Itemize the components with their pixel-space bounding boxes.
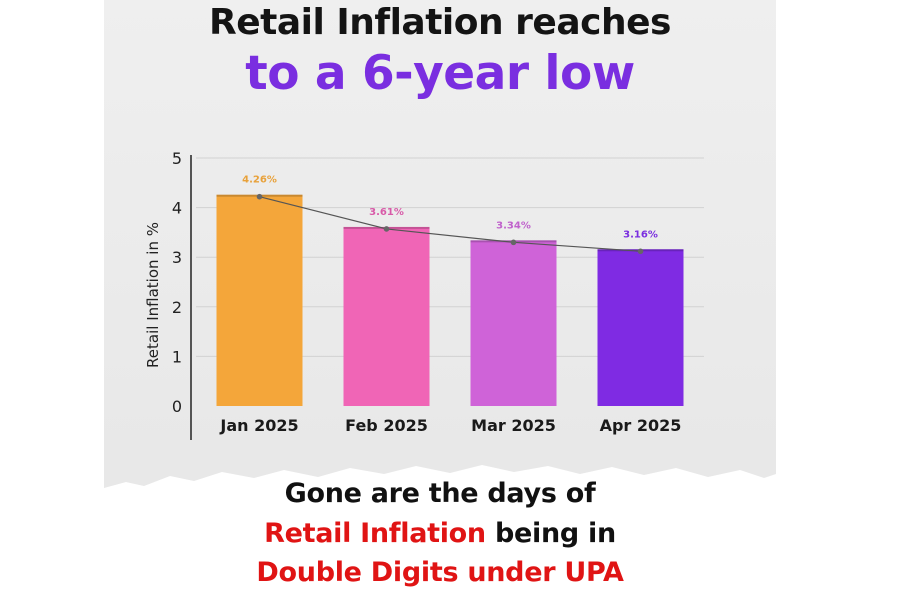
data-label: 3.34% xyxy=(496,220,531,231)
data-label: 3.61% xyxy=(369,207,404,218)
x-tick-label: Mar 2025 xyxy=(471,416,556,435)
caption-line-1: Gone are the days of xyxy=(104,478,776,509)
y-tick-labels: 0 1 2 3 4 5 xyxy=(172,149,182,416)
y-axis-label: Retail Inflation in % xyxy=(144,222,162,368)
trend-line xyxy=(256,193,644,255)
caption-line-3-text: Double Digits under UPA xyxy=(256,557,624,588)
y-tick-label: 5 xyxy=(172,149,182,168)
poster: Retail Inflation reaches to a 6-year low… xyxy=(104,0,776,600)
bar xyxy=(597,249,684,406)
caption-line-2: Retail Inflation being in xyxy=(104,518,776,549)
bar xyxy=(470,240,557,406)
x-tick-label: Jan 2025 xyxy=(219,416,298,435)
data-labels: 4.26% 3.61% 3.34% 3.16% xyxy=(242,175,658,241)
y-tick-label: 2 xyxy=(172,298,182,317)
caption-highlight: Retail Inflation xyxy=(264,518,486,549)
y-tick-label: 0 xyxy=(172,397,182,416)
y-tick-label: 3 xyxy=(172,248,182,267)
x-tick-label: Feb 2025 xyxy=(345,416,428,435)
torn-paper-background xyxy=(104,465,776,600)
trend-point xyxy=(256,193,263,200)
inflation-bar-chart: 0 1 2 3 4 5 Retail Inflation in % 4.26% 3.61% 3… xyxy=(144,149,704,440)
data-label: 3.16% xyxy=(623,229,658,240)
trend-point xyxy=(510,239,517,246)
bar xyxy=(343,226,430,406)
x-tick-label: Apr 2025 xyxy=(600,416,682,435)
headline-line-2: to a 6-year low xyxy=(245,46,635,101)
headline-line-1: Retail Inflation reaches xyxy=(209,2,671,43)
caption-line-1-text: Gone are the days of xyxy=(284,478,596,509)
x-tick-labels: Jan 2025 Feb 2025 Mar 2025 Apr 2025 xyxy=(219,416,681,435)
data-label: 4.26% xyxy=(242,175,277,186)
bar xyxy=(216,194,303,406)
caption-line-2-rest: being in xyxy=(485,518,616,549)
caption-line-3: Double Digits under UPA xyxy=(104,557,776,588)
trend-point xyxy=(637,248,644,255)
trend-point xyxy=(383,226,390,232)
y-tick-label: 4 xyxy=(172,199,182,218)
trend-polyline xyxy=(259,196,641,252)
y-tick-label: 1 xyxy=(172,347,182,366)
bars xyxy=(216,194,684,406)
